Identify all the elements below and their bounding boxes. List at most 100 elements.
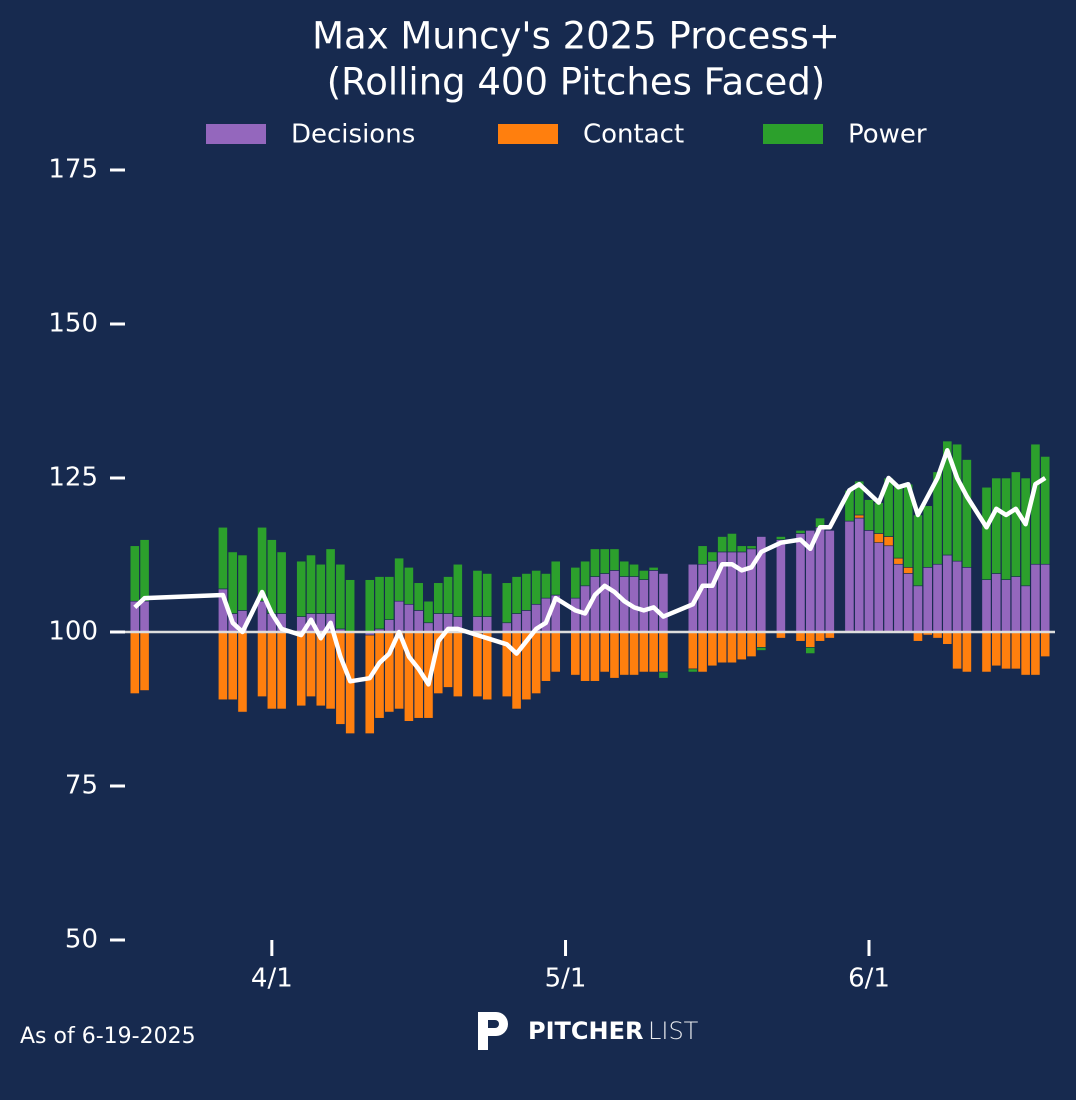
bar-segment [981,631,992,673]
bar-segment [266,631,277,710]
bar-segment [276,631,287,710]
chart-title: Max Muncy's 2025 Process+ [312,15,840,58]
bar-segment [1020,631,1031,676]
bar-segment [795,631,806,642]
bar-segment [227,631,238,701]
bar-segment [873,542,884,633]
y-tick-label: 100 [48,617,98,647]
bar-segment [981,486,992,580]
bar-segment [619,560,630,577]
bar-segment [707,560,718,633]
bar-segment [991,477,1002,574]
bar-segment [1020,585,1031,633]
bar-segment [217,631,228,701]
bar-segment [697,631,708,673]
bar-segment [433,582,444,614]
y-tick-label: 75 [65,771,98,801]
bar-segment [687,631,698,670]
bar-segment [472,631,483,697]
bar-segment [296,631,307,707]
bar-segment [638,579,649,633]
bar-segment [374,576,385,630]
bar-segment [472,616,483,633]
bar-segment [854,480,865,516]
bar-segment [413,582,424,611]
bars [129,440,1051,734]
bar-segment [364,634,375,734]
bar-segment [952,443,963,562]
legend-label: Decisions [291,120,415,150]
legend-swatch [498,124,558,144]
x-tick-label: 6/1 [848,964,890,994]
bar-segment [854,517,865,633]
bar-segment [1001,579,1011,633]
bar-segment [1020,477,1031,587]
bar-segment [629,563,639,577]
bar-segment [403,567,414,605]
legend-swatch [206,124,266,144]
bar-segment [257,600,267,633]
bar-segment [129,631,140,694]
bar-segment [727,533,737,553]
bar-segment [1040,631,1051,657]
bar-segment [580,560,591,587]
bar-segment [1010,576,1021,633]
bar-segment [1001,631,1011,670]
chart-subtitle: (Rolling 400 Pitches Faced) [327,61,826,104]
bar-segment [501,582,512,624]
bar-segment [521,610,532,633]
bar-segment [257,631,267,697]
bar-segment [942,554,953,633]
bar-segment [883,536,894,547]
bar-segment [580,631,591,682]
logo-icon-cut [488,1020,499,1028]
bar-segment [1030,631,1041,676]
bar-segment [570,631,581,676]
bar-segment [306,631,316,697]
bar-segment [795,533,806,633]
bar-segment [217,526,228,590]
bar-segment [648,570,659,633]
bar-segment [1010,631,1021,670]
bar-segment [511,613,522,633]
bar-segment [736,545,747,553]
bar-segment [952,631,963,670]
y-tick-label: 150 [48,309,98,339]
bar-segment [795,530,806,534]
bar-segment [619,631,630,676]
bar-segment [1040,563,1051,633]
bar-segment [237,554,248,611]
bar-segment [844,520,855,633]
bar-segment [638,570,649,580]
brand-logo: PITCHER LIST [478,1012,699,1050]
bar-segment [521,573,532,611]
brand-light: LIST [648,1017,699,1045]
bar-segment [873,502,884,534]
bar-segment [756,647,767,651]
bar-segment [325,631,336,710]
bar-segment [482,616,493,633]
bar-segment [345,579,356,633]
bar-segment [922,567,933,633]
bar-segment [991,631,1002,667]
bar-segment [687,668,698,673]
bar-segment [570,597,581,633]
bar-segment [961,631,972,673]
bar-segment [942,440,953,556]
bar-segment [893,557,904,565]
legend-swatch [763,124,823,144]
bar-segment [227,551,238,614]
bar-segment [511,576,522,614]
bar-segment [736,551,747,633]
bar-segment [854,514,865,519]
bar-segment [394,557,405,602]
bar-segment [913,514,923,587]
bar-segment [129,545,140,602]
bar-segment [873,533,884,543]
bar-segment [599,631,610,673]
bar-segment [139,600,150,633]
bar-segment [482,631,493,701]
bar-segment [384,576,395,620]
bar-segment [1001,477,1011,580]
bar-segment [903,573,914,633]
